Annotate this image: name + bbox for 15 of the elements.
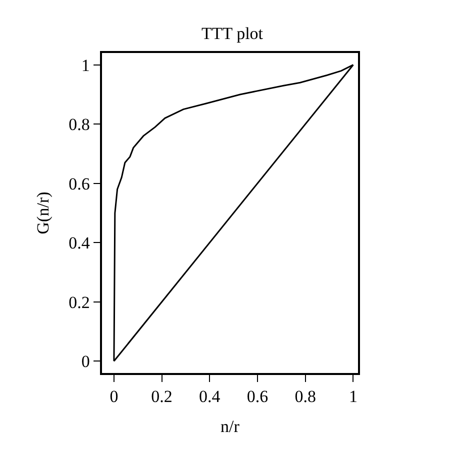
y-tick-label: 0.2 (68, 292, 90, 312)
y-tick-label: 0.6 (68, 174, 90, 194)
x-tick-label: 0.4 (199, 387, 221, 406)
x-tick-label: 0.8 (294, 387, 316, 406)
y-tick-label: 0 (81, 352, 90, 372)
chart-title: TTT plot (201, 24, 264, 44)
y-tick-label: 0.8 (68, 115, 90, 134)
x-tick-label: 1 (348, 387, 358, 406)
x-tick-label: 0.6 (246, 387, 268, 406)
y-axis-title: G(n/r) (34, 192, 53, 234)
y-tick-label: 0.4 (68, 234, 90, 253)
x-tick-label: 0.2 (151, 387, 172, 406)
x-axis-title: n/r (220, 417, 240, 436)
y-tick-label: 1 (81, 56, 90, 75)
x-tick-label: 0 (110, 387, 118, 406)
